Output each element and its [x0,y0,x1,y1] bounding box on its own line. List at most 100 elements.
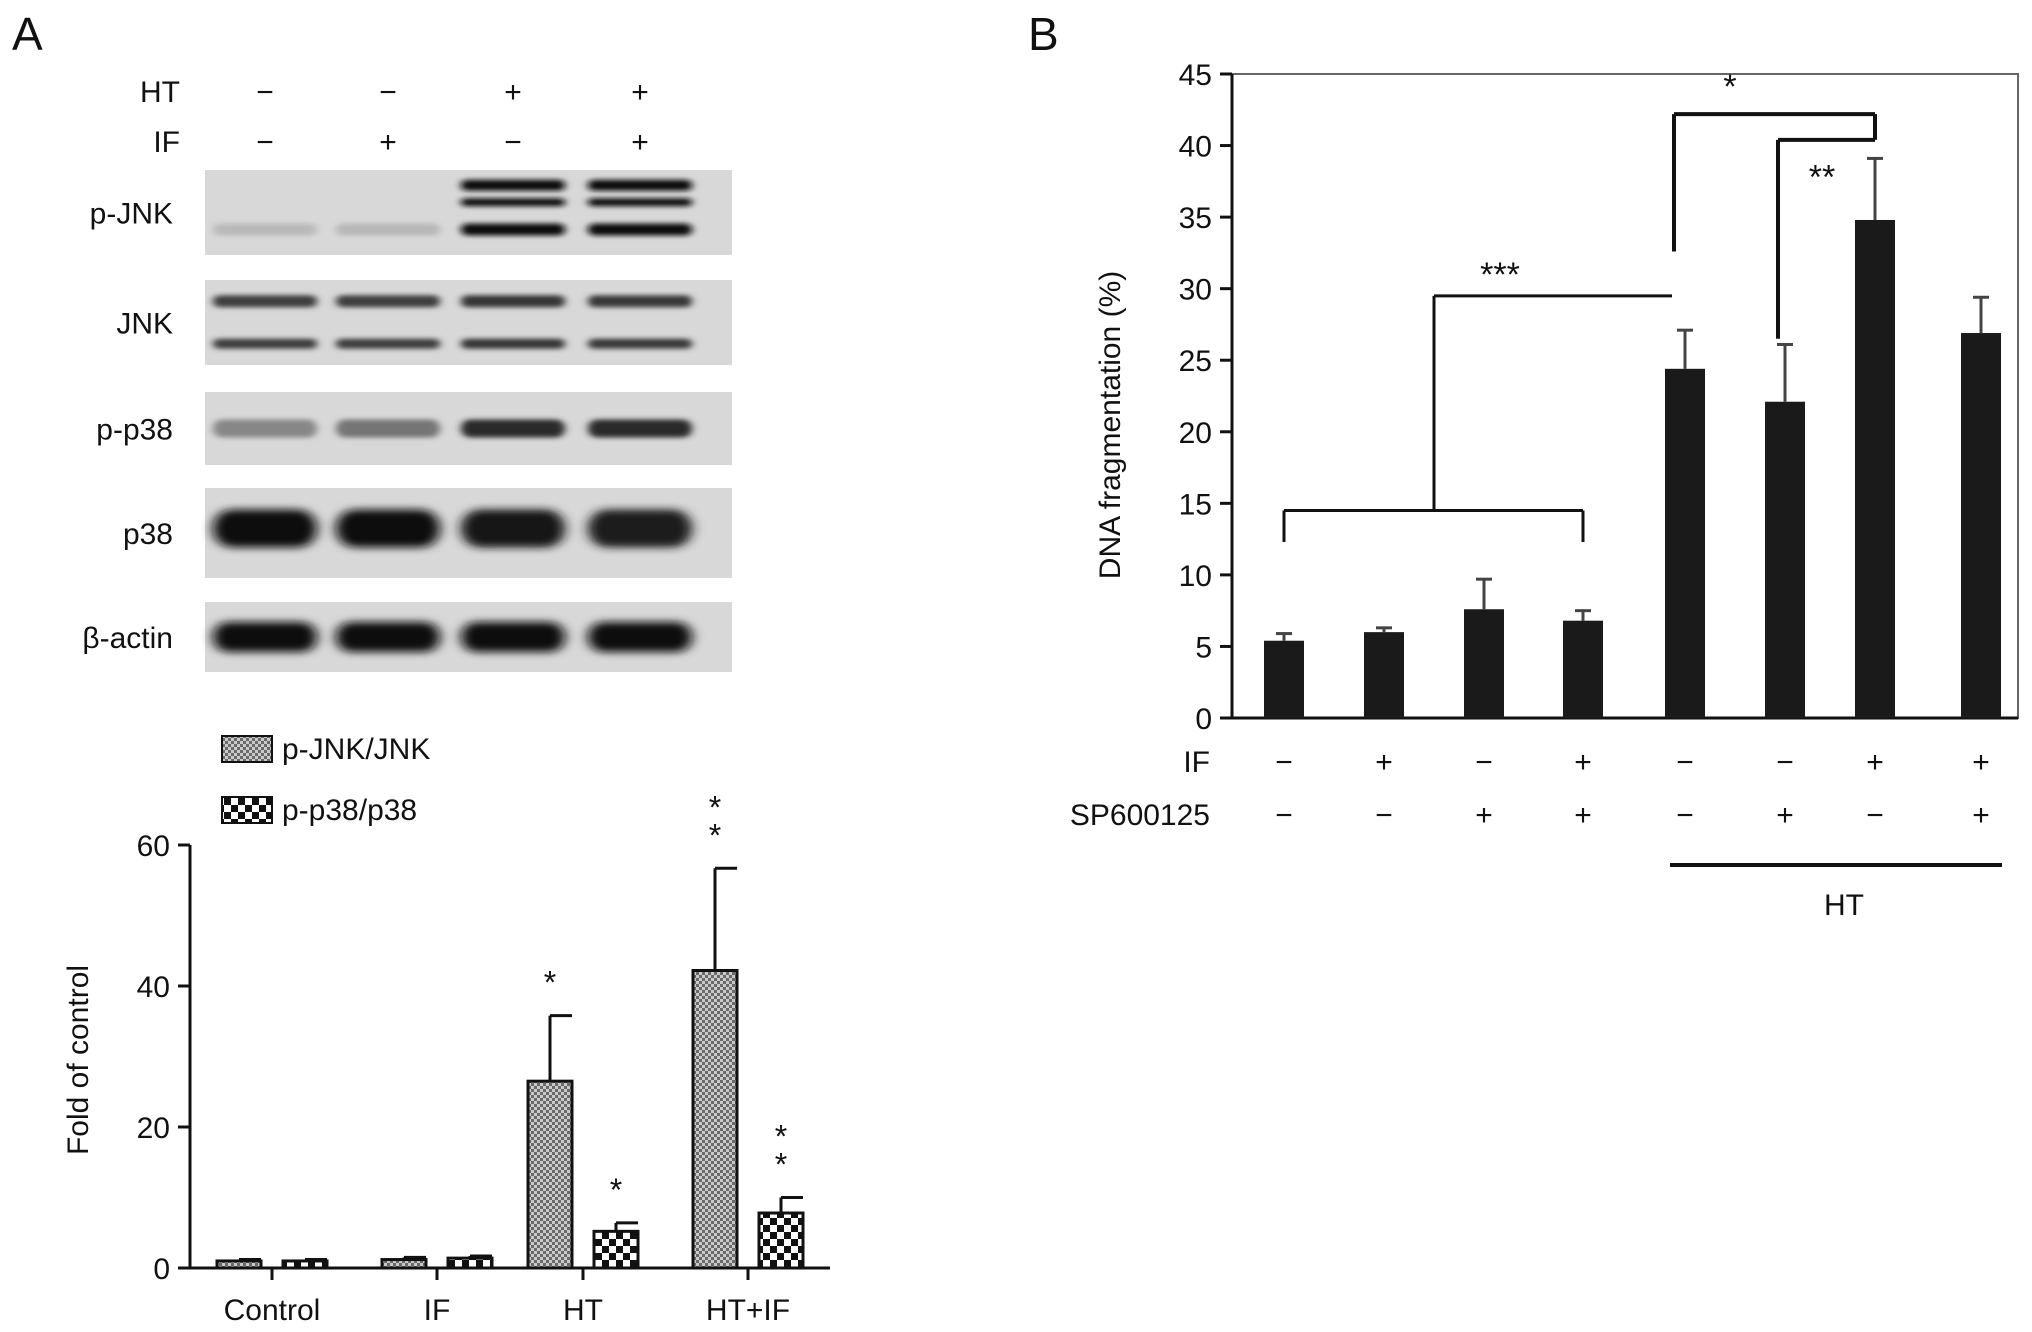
significance-label: ** [1809,158,1835,196]
blot-band [213,338,317,349]
blot-band [213,223,317,236]
significance-label: * [1723,68,1736,106]
y-tick-label: 20 [1179,417,1212,450]
condition-sign: + [1972,799,1990,832]
y-tick-label: 20 [137,1112,170,1145]
chart-b-plot: 0 5 10 15 20 25 30 35 40 45 IF − + − + − − + + SP600125 − − + +… [1070,59,2019,867]
condition-sign: + [1475,799,1493,832]
blot-band [213,509,317,548]
legend-swatch [221,735,273,763]
bar [1765,401,1805,718]
treatment-sign: − [256,76,274,109]
condition-sign: + [1574,746,1592,779]
chart-a: p-JNK/JNK p-p38/p38 Fold of control 0 20 40… [62,733,830,1327]
bar [1563,620,1603,718]
panel-a-label: A [12,8,43,60]
bar [281,1259,329,1270]
condition-sign: − [1375,799,1393,832]
treatment-label-if: IF [153,126,180,159]
treatment-sign: + [631,126,649,159]
condition-sign: − [1275,799,1293,832]
y-tick-label: 0 [1195,703,1212,736]
blot-band [461,179,565,191]
blot-band [213,419,317,438]
band-label: p-p38 [96,414,173,447]
significance-mark: * [775,1147,787,1183]
significance-mark: * [610,1172,622,1208]
bar [1364,632,1404,718]
blot-band [461,509,565,548]
plot-frame [1231,73,2019,719]
condition-sign: − [1676,746,1694,779]
legend-label: p-p38/p38 [282,794,417,827]
chart-b: DNA fragmentation (%) 0 5 10 15 20 25 30 35 40 45… [1070,59,2019,922]
bar [1464,609,1504,718]
x-tick-label: IF [424,1294,451,1327]
bar [526,1079,574,1270]
panel-b-label: B [1028,8,1059,60]
condition-sign: + [1776,799,1794,832]
bar [1665,368,1705,718]
treatment-sign: − [379,76,397,109]
western-blot: HT − − + + IF − + − + p-JNK JNK p-p38 p38 β-actin [82,76,732,672]
condition-label: IF [1183,746,1210,779]
band-label: β-actin [82,622,173,655]
blot-band [336,338,440,349]
y-tick-label: 0 [153,1253,170,1286]
blot-band [336,223,440,236]
bar [691,968,739,1270]
condition-sign: + [1375,746,1393,779]
x-tick-label: Control [224,1294,321,1327]
y-tick-label: 40 [137,971,170,1004]
blot-band [461,419,565,438]
blot-strip [205,280,732,365]
chart-b-group-label: HT [1824,889,1864,922]
y-tick-label: 10 [1179,560,1212,593]
blot-band [336,295,440,308]
treatment-sign: + [504,76,522,109]
blot-band [588,295,692,308]
treatment-sign: − [256,126,274,159]
y-tick-label: 5 [1195,631,1212,664]
blot-band [588,223,692,236]
bar [1961,333,2001,718]
significance-mark: * [709,789,721,825]
band-label: p-JNK [90,198,173,231]
blot-band [461,295,565,308]
bar [215,1259,263,1270]
bar [380,1258,428,1270]
condition-sign: − [1676,799,1694,832]
x-tick-label: HT [563,1294,603,1327]
blot-band [213,622,317,652]
y-tick-label: 35 [1179,202,1212,235]
blot-band [336,509,440,548]
blot-band [336,419,440,438]
blot-band [588,338,692,349]
significance-mark: * [775,1119,787,1155]
y-tick-label: 40 [1179,131,1212,164]
blot-band [588,179,692,191]
blot-band [461,223,565,236]
condition-sign: + [1574,799,1592,832]
y-tick-label: 15 [1179,488,1212,521]
significance-mark: * [709,817,721,853]
significance-mark: * [544,965,556,1001]
treatment-label-ht: HT [140,76,180,109]
condition-sign: + [1866,746,1884,779]
blot-band [461,338,565,349]
band-label: JNK [116,308,173,341]
bar [757,1211,805,1270]
condition-sign: − [1275,746,1293,779]
condition-sign: − [1475,746,1493,779]
treatment-sign: + [379,126,397,159]
y-tick-label: 60 [137,830,170,863]
blot-band [213,295,317,308]
y-tick-label: 45 [1179,59,1212,92]
band-label: p38 [123,518,173,551]
chart-b-ylabel: DNA fragmentation (%) [1094,271,1127,579]
bar [1264,640,1304,718]
legend-swatch [221,796,273,824]
y-tick-label: 25 [1179,345,1212,378]
